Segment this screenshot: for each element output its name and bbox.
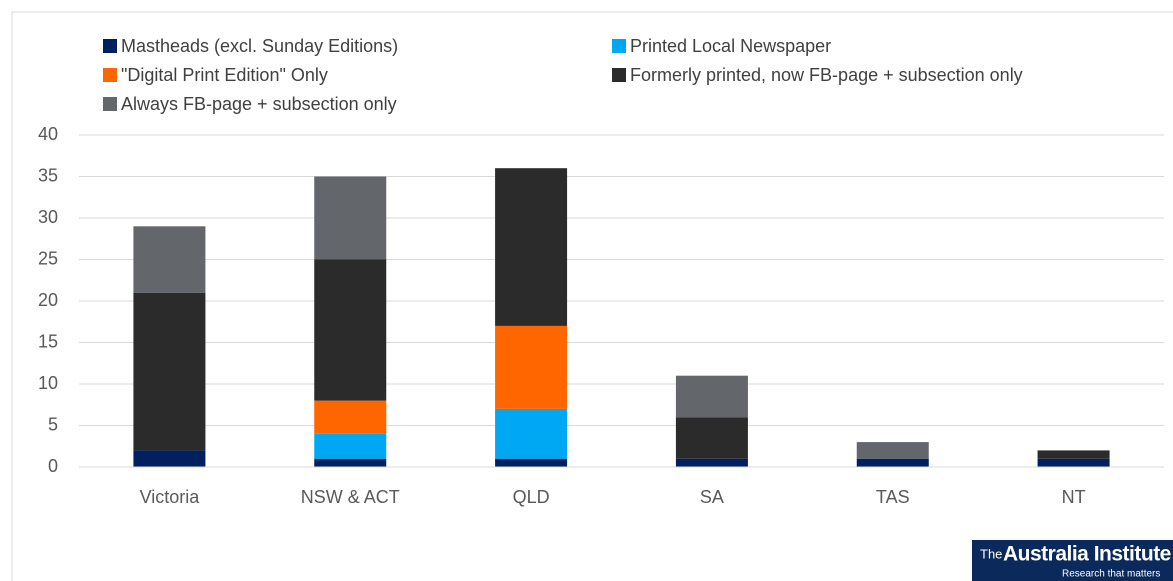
- y-tick-label: 10: [38, 373, 58, 393]
- y-tick-label: 40: [38, 124, 58, 144]
- legend-label: Printed Local Newspaper: [630, 36, 831, 56]
- legend-label: "Digital Print Edition" Only: [121, 65, 328, 85]
- bar-segment: [1037, 450, 1110, 459]
- y-tick-label: 25: [38, 248, 58, 268]
- logo-background: [972, 540, 1173, 581]
- x-tick-label: NSW & ACT: [301, 487, 400, 507]
- legend-swatch: [612, 39, 626, 53]
- bar-segment: [133, 450, 206, 467]
- x-tick-label: SA: [700, 487, 724, 507]
- bar-segment: [314, 458, 387, 467]
- legend-swatch: [103, 97, 117, 111]
- x-tick-label: QLD: [513, 487, 550, 507]
- legend-swatch: [612, 68, 626, 82]
- legend-label: Always FB-page + subsection only: [121, 94, 397, 114]
- bar-segment: [314, 400, 387, 434]
- x-tick-label: Victoria: [140, 487, 201, 507]
- x-tick-label: NT: [1062, 487, 1086, 507]
- y-tick-label: 15: [38, 331, 58, 351]
- bar-segment: [133, 226, 206, 293]
- y-tick-label: 20: [38, 290, 58, 310]
- legend-label: Mastheads (excl. Sunday Editions): [121, 36, 398, 56]
- bar-segment: [675, 458, 748, 467]
- y-tick-label: 35: [38, 165, 58, 185]
- y-tick-label: 5: [48, 414, 58, 434]
- bar-segment: [495, 408, 568, 459]
- bar-segment: [856, 458, 929, 467]
- bar-segment: [675, 417, 748, 459]
- bar-segment: [133, 292, 206, 451]
- bar-segment: [314, 176, 387, 260]
- y-tick-label: 30: [38, 207, 58, 227]
- bar-segment: [1037, 458, 1110, 467]
- bar-segment: [314, 259, 387, 401]
- bar-segment: [675, 375, 748, 418]
- logo-prefix: The: [980, 546, 1002, 561]
- legend-swatch: [103, 39, 117, 53]
- legend-label: Formerly printed, now FB-page + subsecti…: [630, 65, 1023, 85]
- bar-segment: [495, 168, 568, 326]
- logo-name: Australia Institute: [1003, 543, 1171, 566]
- chart-border: [11, 11, 1173, 581]
- bar-segment: [314, 433, 387, 459]
- logo-tagline: Research that matters: [1062, 569, 1160, 580]
- x-tick-label: TAS: [876, 487, 910, 507]
- legend-swatch: [103, 68, 117, 82]
- y-tick-label: 0: [48, 456, 58, 476]
- bar-segment: [495, 458, 568, 467]
- bar-segment: [495, 325, 568, 409]
- bar-segment: [856, 442, 929, 459]
- logo: The Australia Institute Research that ma…: [972, 540, 1173, 581]
